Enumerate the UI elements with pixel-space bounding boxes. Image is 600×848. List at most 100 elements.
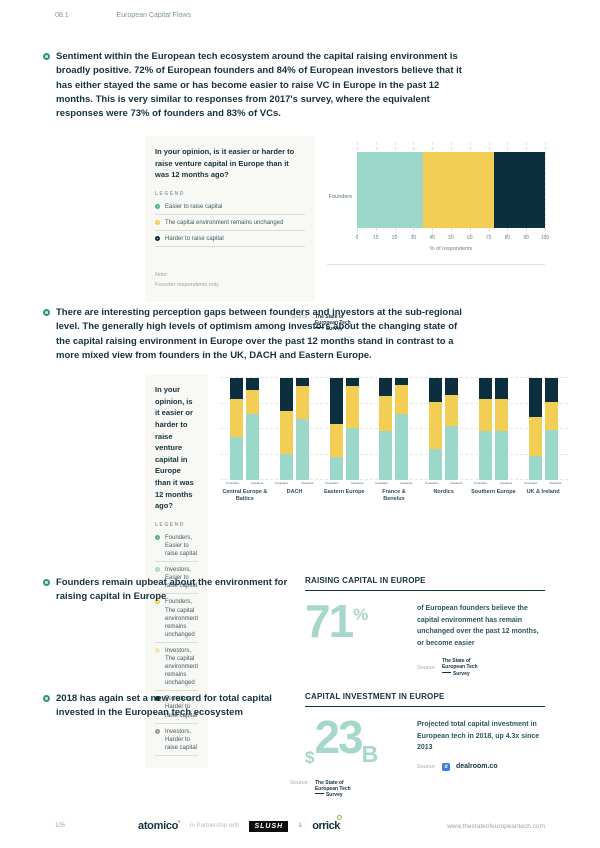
stat-source: Source: The State of European Tech Surve…	[417, 658, 545, 677]
bar-segment	[379, 378, 393, 397]
page-header: 08.1 European Capital Flows	[55, 12, 545, 19]
bar-segment	[345, 386, 359, 428]
chart1-note: Note: Founder respondents only	[155, 271, 305, 290]
bar-label: Founders	[319, 482, 344, 488]
stat-source: Source: d dealroom.co	[417, 762, 545, 771]
footer-logos: atomico° In Partnership with SLUSH & orr…	[138, 815, 342, 832]
bar-segment	[429, 402, 443, 450]
region-label: France & Benelux	[382, 489, 406, 503]
legend-item-label: Founders, Harder to raise capital	[165, 696, 198, 719]
bar-pair-labels: Founders Investors	[220, 482, 270, 488]
stacked-bar	[429, 378, 443, 480]
gridline	[220, 428, 568, 429]
legend-item-label: Investors, Easier to raise capital	[165, 567, 198, 590]
dealroom-icon: d	[441, 762, 450, 771]
bar-segment	[379, 396, 393, 432]
stat-unit: %	[353, 605, 369, 624]
bar-label-text: Investors	[400, 482, 413, 485]
chart1-plot-col: 0 10 20 30 40 50 60 70 80 90 100 % of respondents	[355, 142, 549, 252]
state-of-european-tech-logo: The State of European Tech Survey	[315, 314, 351, 333]
bar-label: Investors	[344, 482, 369, 488]
axis-tick-label: 10	[373, 235, 379, 241]
bar-label: Founders	[270, 482, 295, 488]
bar-group: Founders Investors UK & Ireland	[518, 378, 568, 504]
stat-divider	[305, 706, 545, 707]
paragraph-text: There are interesting perception gaps be…	[56, 307, 462, 361]
bar-segment	[246, 378, 260, 391]
source-label: Source:	[417, 664, 436, 671]
chart2: Founders Investors Central Europe & Baltic…	[220, 374, 568, 504]
chart2-legend: Founders, Easier to raise capital Investo…	[155, 530, 198, 756]
bar-label: Founders	[220, 482, 245, 488]
axis-tick-label: 0	[355, 235, 359, 241]
bar-label-text: Founders	[325, 482, 339, 485]
bar-segment	[230, 437, 244, 480]
bar-label-text: Investors	[300, 482, 314, 485]
registered-mark-icon: °	[178, 820, 180, 827]
bar-segment	[494, 152, 545, 228]
bar-group: Founders Investors Eastern Europe	[319, 378, 369, 504]
bar-label-text: Founders	[474, 482, 488, 485]
partnership-text: In Partnership with	[189, 823, 240, 829]
figure2-question-panel: In your opinion, is it easier or harder …	[145, 374, 209, 768]
chart1-plot	[357, 142, 546, 236]
bar-label-text: Founders	[375, 482, 388, 485]
stat-number: 71	[305, 595, 354, 647]
stacked-bar	[329, 378, 343, 480]
bar-segment	[329, 378, 343, 424]
stat-number: 23	[314, 711, 363, 763]
logo-line: Survey	[442, 671, 478, 677]
state-of-european-tech-logo: The State of European Tech Survey	[442, 658, 478, 677]
bar-segment	[280, 410, 294, 455]
orrick-ring-icon	[336, 815, 342, 820]
logo-line: Survey	[315, 792, 351, 798]
gridline	[545, 142, 546, 236]
legend-item: Investors, The capital environment remai…	[155, 643, 198, 692]
bar-label-text: Founders	[424, 482, 438, 485]
website-link[interactable]: www.thestateofeuropeantech.com	[447, 822, 545, 830]
stat-raising-capital: RAISING CAPITAL IN EUROPE 71 % of Europe…	[305, 576, 545, 677]
bar-segment	[494, 431, 508, 480]
bar-segment	[494, 399, 508, 432]
bar-label-text: Investors	[251, 482, 264, 485]
bar-label: Investors	[245, 482, 270, 488]
bar-label-text: Investors	[549, 482, 562, 485]
gridline	[220, 479, 568, 480]
stat-description: of European founders believe the capital…	[417, 605, 539, 647]
axis-tick-label: 30	[410, 235, 417, 241]
source-label: Source:	[290, 313, 309, 320]
bar-segment	[280, 378, 294, 411]
region-label: Eastern Europe	[323, 489, 365, 495]
bar-segment	[230, 399, 244, 438]
atomico-logo-text: atomico	[138, 820, 179, 832]
bar-segment	[429, 378, 443, 403]
chart1: Founders 0 10 20 30 40 50 60 70 80 90 100 % of res…	[327, 136, 549, 265]
bar-pair-labels: Founders Investors	[369, 482, 419, 488]
bar-segment	[379, 431, 393, 480]
bar-segment	[296, 378, 310, 387]
bar-segment	[544, 378, 558, 403]
bar-segment	[544, 430, 558, 480]
legend-swatch-icon	[155, 219, 160, 225]
logo-line: European Tech	[314, 786, 351, 793]
stat-suffix: B	[361, 740, 379, 767]
gridline	[220, 402, 568, 404]
legend-item-label: Harder to raise capital	[165, 236, 224, 243]
legend-item: Founders, Harder to raise capital	[155, 691, 199, 724]
chart2-legend-label: LEGEND	[155, 521, 185, 528]
legend-item: Founders, Easier to raise capital	[155, 530, 199, 563]
stat-description: Projected total capital investment in Eu…	[417, 721, 540, 752]
legend-item-label: Investors, Harder to raise capital	[165, 728, 198, 751]
stacked-bar	[345, 378, 359, 480]
paragraph-text: Sentiment within the European tech ecosy…	[56, 51, 462, 119]
bar-pair	[478, 378, 508, 480]
bar-label: Founders	[518, 482, 543, 488]
bar-label: Investors	[444, 482, 469, 488]
bar-segment	[345, 378, 359, 387]
chart2-plot-wrap: Founders Investors Central Europe & Baltic…	[220, 377, 568, 504]
bar-segment	[445, 395, 459, 426]
paragraph-text: Founders remain upbeat about the environ…	[56, 577, 288, 603]
stacked-bar	[296, 378, 310, 480]
bar-segment	[478, 378, 492, 400]
chart2-grid	[220, 377, 568, 480]
